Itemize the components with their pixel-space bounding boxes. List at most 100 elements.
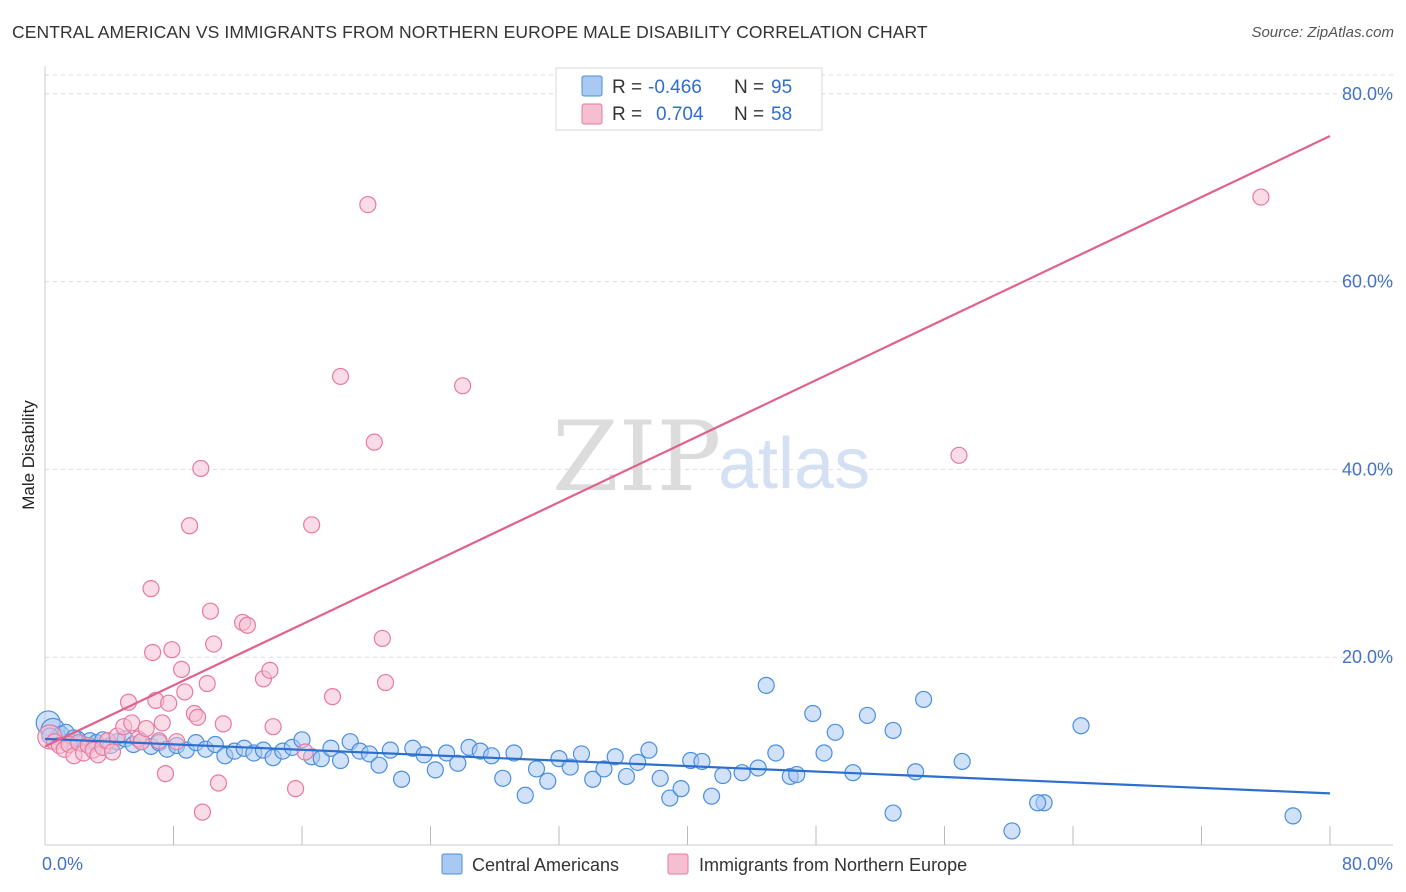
watermark: ZIP atlas — [552, 401, 870, 513]
data-point-central-americans — [661, 789, 679, 807]
data-point-northern-europe — [201, 602, 220, 620]
trend-line-northern-europe — [44, 135, 1331, 748]
data-point-central-americans — [494, 769, 512, 787]
series-legend-label-central-americans: Central Americans — [472, 855, 619, 875]
data-point-northern-europe — [137, 719, 155, 738]
data-point-central-americans — [953, 752, 971, 771]
data-point-northern-europe — [264, 718, 282, 736]
stats-legend: R = -0.466 N = 95 R = 0.704 N = 58 — [555, 67, 823, 131]
series-central-americans — [35, 676, 1302, 840]
data-point-northern-europe — [103, 743, 122, 761]
data-point-northern-europe — [193, 803, 212, 821]
series-legend-label-northern-europe: Immigrants from Northern Europe — [699, 855, 967, 875]
data-point-central-americans — [426, 761, 444, 779]
data-point-northern-europe — [123, 714, 141, 732]
data-point-northern-europe — [286, 780, 305, 798]
data-point-northern-europe — [238, 616, 256, 634]
data-point-central-americans — [733, 764, 751, 782]
data-point-central-americans — [1072, 717, 1090, 735]
data-point-central-americans — [331, 751, 350, 770]
x-tick-label: 0.0% — [42, 854, 83, 874]
data-point-northern-europe — [209, 774, 228, 792]
series-points — [35, 188, 1302, 840]
data-point-central-americans — [757, 676, 775, 694]
data-point-central-americans — [595, 760, 613, 778]
data-point-central-americans — [884, 721, 902, 740]
y-tick-label: 20.0% — [1342, 647, 1393, 667]
stats-legend-n-label: N = — [734, 77, 764, 98]
data-point-central-americans — [482, 747, 501, 765]
x-tick-labels: 0.0% 80.0% — [42, 854, 1393, 874]
data-point-northern-europe — [454, 377, 472, 395]
data-point-northern-europe — [373, 629, 391, 648]
trend-line-central-americans — [44, 737, 1331, 795]
data-point-northern-europe — [180, 517, 199, 535]
data-point-central-americans — [539, 772, 557, 790]
data-point-central-americans — [322, 739, 340, 757]
data-point-central-americans — [629, 753, 647, 771]
data-point-central-americans — [804, 704, 822, 723]
series-legend: Central Americans Immigrants from Northe… — [441, 853, 967, 875]
data-point-central-americans — [561, 758, 579, 776]
data-point-northern-europe — [172, 660, 191, 679]
data-point-central-americans — [815, 744, 833, 762]
stats-legend-r-value: -0.466 — [648, 77, 702, 98]
data-point-central-americans — [572, 745, 591, 763]
data-point-northern-europe — [156, 765, 175, 783]
data-point-central-americans — [915, 690, 933, 709]
data-point-northern-europe — [205, 635, 223, 653]
data-point-northern-europe — [144, 643, 162, 662]
data-point-central-americans — [606, 748, 624, 766]
data-point-central-americans — [505, 744, 523, 762]
data-point-central-americans — [826, 723, 844, 741]
stats-legend-r-label: R = — [612, 104, 642, 125]
stats-legend-n-label: N = — [734, 104, 764, 125]
data-point-northern-europe — [331, 367, 350, 386]
data-point-central-americans — [516, 786, 534, 804]
data-point-northern-europe — [176, 683, 194, 701]
data-point-central-americans — [714, 766, 732, 785]
y-axis-title: Male Disability — [19, 400, 38, 510]
stats-legend-r-value: 0.704 — [656, 104, 704, 125]
data-point-central-americans — [788, 765, 806, 784]
stats-legend-n-value: 58 — [771, 104, 792, 125]
x-tick-label: 80.0% — [1342, 854, 1393, 874]
data-point-central-americans — [640, 741, 658, 759]
data-point-northern-europe — [261, 661, 279, 679]
gridlines — [45, 74, 1393, 658]
data-point-northern-europe — [153, 714, 171, 732]
data-point-central-americans — [1284, 807, 1302, 825]
data-point-northern-europe — [359, 195, 377, 214]
data-point-central-americans — [584, 770, 602, 788]
data-point-central-americans — [884, 804, 902, 822]
watermark-zip: ZIP — [552, 401, 721, 513]
data-point-northern-europe — [214, 715, 232, 733]
data-point-northern-europe — [160, 694, 178, 712]
stats-legend-r-label: R = — [612, 77, 642, 98]
data-point-northern-europe — [163, 641, 181, 659]
stats-legend-swatch-northern-europe — [581, 103, 603, 125]
stats-legend-n-value: 95 — [771, 77, 792, 98]
chart-title: CENTRAL AMERICAN VS IMMIGRANTS FROM NORT… — [12, 22, 928, 42]
data-point-central-americans — [617, 767, 636, 786]
y-tick-label: 40.0% — [1342, 459, 1393, 479]
stats-legend-swatch-central-americans — [581, 75, 603, 97]
data-point-northern-europe — [192, 459, 210, 478]
data-point-northern-europe — [142, 580, 160, 598]
data-point-central-americans — [702, 787, 721, 805]
data-point-central-americans — [672, 780, 690, 798]
data-point-central-americans — [906, 763, 925, 781]
data-point-central-americans — [1029, 794, 1047, 812]
chart-source: Source: ZipAtlas.com — [1251, 24, 1394, 41]
data-point-northern-europe — [950, 446, 968, 464]
data-point-northern-europe — [365, 433, 383, 451]
data-point-central-americans — [392, 770, 411, 788]
series-legend-swatch-northern-europe — [667, 853, 689, 875]
trend-lines — [44, 135, 1331, 795]
data-point-northern-europe — [150, 732, 168, 750]
series-northern-europe — [37, 188, 1270, 821]
data-point-northern-europe — [198, 674, 216, 693]
data-point-northern-europe — [1252, 188, 1270, 206]
data-point-central-americans — [527, 760, 546, 778]
